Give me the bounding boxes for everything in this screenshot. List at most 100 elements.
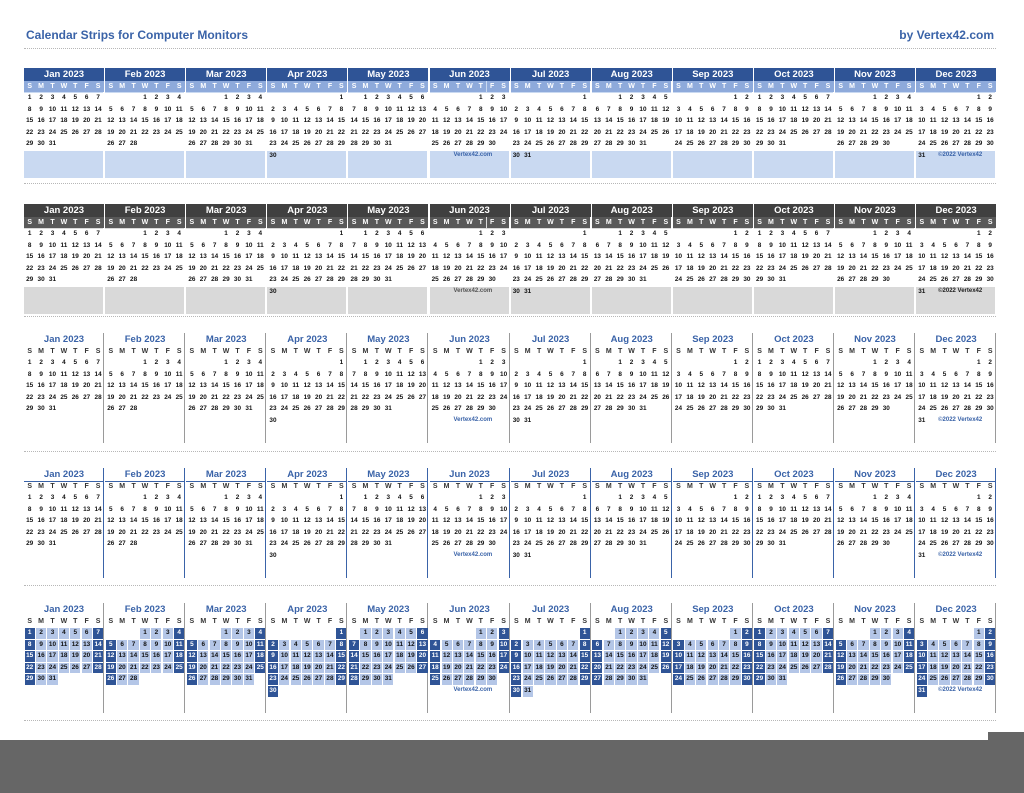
day-cell: 14: [211, 517, 219, 525]
day-cell: 8: [873, 105, 877, 113]
day-cell: 22: [141, 393, 149, 401]
day-cell: 25: [686, 540, 694, 548]
day-cell: 3: [386, 230, 391, 237]
day-cell: 8: [220, 639, 232, 651]
day-cell: 11: [60, 370, 68, 378]
day-cell: 26: [405, 662, 417, 674]
day-cell: 26: [545, 674, 556, 685]
day-cell: 17: [639, 253, 647, 261]
day-cell: 28: [569, 140, 577, 148]
day-cell: 27: [454, 140, 462, 148]
day-cell: 5: [444, 505, 449, 513]
day-cell: 4: [62, 494, 66, 501]
day-cell: 14: [465, 253, 473, 261]
weekday-label: T: [374, 348, 380, 355]
day-cell: 2: [154, 494, 159, 501]
day-cell: 22: [975, 128, 983, 136]
day-cell: 4: [255, 628, 266, 639]
day-cell: 12: [837, 517, 845, 525]
day-cell: 31: [918, 417, 926, 424]
day-cell: 20: [848, 393, 856, 401]
day-cell: 6: [710, 105, 715, 113]
day-cell: 5: [409, 230, 413, 237]
weekday-label: M: [362, 483, 369, 490]
month-block: Jan 2023 S M T W T F S 1 2 3 4 5 6 7 8 9 10 11 12 13 14 15 16 17…: [24, 603, 104, 713]
day-cell: 4: [174, 628, 185, 639]
day-cell: 12: [662, 505, 670, 513]
day-cell: 4: [907, 359, 911, 366]
day-cell: 9: [629, 370, 634, 378]
day-cell: 8: [27, 241, 32, 249]
day-cell: 21: [569, 128, 577, 136]
day-cell: 2: [36, 628, 47, 639]
day-cell: 13: [313, 651, 324, 662]
day-cell: 14: [350, 382, 358, 390]
day-cell: 11: [684, 651, 695, 662]
day-cell: 12: [662, 241, 670, 249]
day-cell: 31: [778, 140, 786, 148]
day-cell: 16: [267, 662, 279, 674]
day-cell: 19: [546, 528, 555, 536]
day-cell: 4: [394, 628, 405, 639]
weekday-label: M: [768, 483, 774, 490]
day-cell: 2: [490, 94, 494, 101]
day-cell: 13: [315, 517, 323, 525]
day-cell: 21: [348, 662, 360, 674]
weekday-label: T: [393, 217, 406, 228]
day-cell: 14: [350, 517, 358, 525]
day-cell: 23: [152, 528, 160, 536]
weekday-label: S: [672, 81, 685, 92]
day-cell: 1: [618, 494, 622, 501]
day-cell: 27: [556, 674, 567, 685]
month-name: Aug 2023: [591, 68, 672, 81]
day-cell: 7: [212, 105, 217, 113]
day-cell: 14: [963, 253, 971, 261]
day-cell: 9: [769, 105, 773, 113]
day-cell: 1: [873, 94, 877, 101]
day-cell: 28: [824, 393, 832, 401]
day-cell: 6: [850, 241, 854, 249]
day-cell: 6: [850, 370, 854, 378]
day-cell: 10: [48, 105, 57, 113]
day-cell: 7: [348, 639, 360, 651]
day-cell: 5: [838, 105, 843, 113]
day-cell: 1: [363, 359, 368, 366]
day-cell: 5: [73, 94, 78, 101]
day-cell: 30: [488, 276, 496, 284]
day-cell: 30: [512, 288, 520, 295]
day-cell: 26: [105, 674, 116, 685]
day-cell: 20: [952, 393, 960, 401]
weekday-label: F: [243, 81, 255, 92]
day-cell: 2: [235, 94, 240, 101]
day-cell: 17: [918, 128, 926, 136]
day-cell: 19: [662, 117, 670, 125]
day-cell: 25: [533, 674, 545, 685]
weekday-label: S: [676, 483, 681, 490]
day-cell: 6: [954, 505, 958, 513]
day-cell: 23: [269, 540, 277, 548]
day-cell: 18: [650, 117, 658, 125]
weekday-label: M: [200, 618, 207, 625]
month-name: Jun 2023: [429, 468, 510, 482]
day-cell: 14: [824, 105, 832, 113]
day-cell: 12: [801, 241, 809, 249]
day-cell: 13: [592, 651, 603, 662]
day-cell: 26: [697, 276, 705, 284]
day-cell: 16: [488, 117, 496, 125]
day-cell: 18: [686, 528, 694, 536]
month-name: Oct 2023: [753, 68, 834, 81]
day-cell: 22: [26, 128, 34, 136]
weekday-label: F: [895, 618, 900, 625]
day-cell: 16: [488, 253, 496, 261]
day-cell: 23: [986, 128, 994, 136]
day-cell: 13: [199, 253, 207, 261]
day-cell: 26: [71, 128, 79, 136]
day-cell: 18: [256, 253, 264, 261]
day-cell: 11: [431, 382, 439, 390]
day-cell: 17: [524, 264, 532, 272]
day-cell: 31: [384, 540, 392, 548]
weekday-label: S: [660, 217, 672, 228]
calendar-strip-blue: Jan 2023 S M T W T F S 1 2 3 4 5 6 7 8 9 10 11 12 13 14 15 16 17…: [24, 68, 998, 178]
day-cell: 28: [718, 674, 730, 685]
month-block: May 2023 S M T W T F S 1 2 3 4 5 6 7 8 9 10 11 12 13 14 15 16 17…: [348, 468, 429, 578]
